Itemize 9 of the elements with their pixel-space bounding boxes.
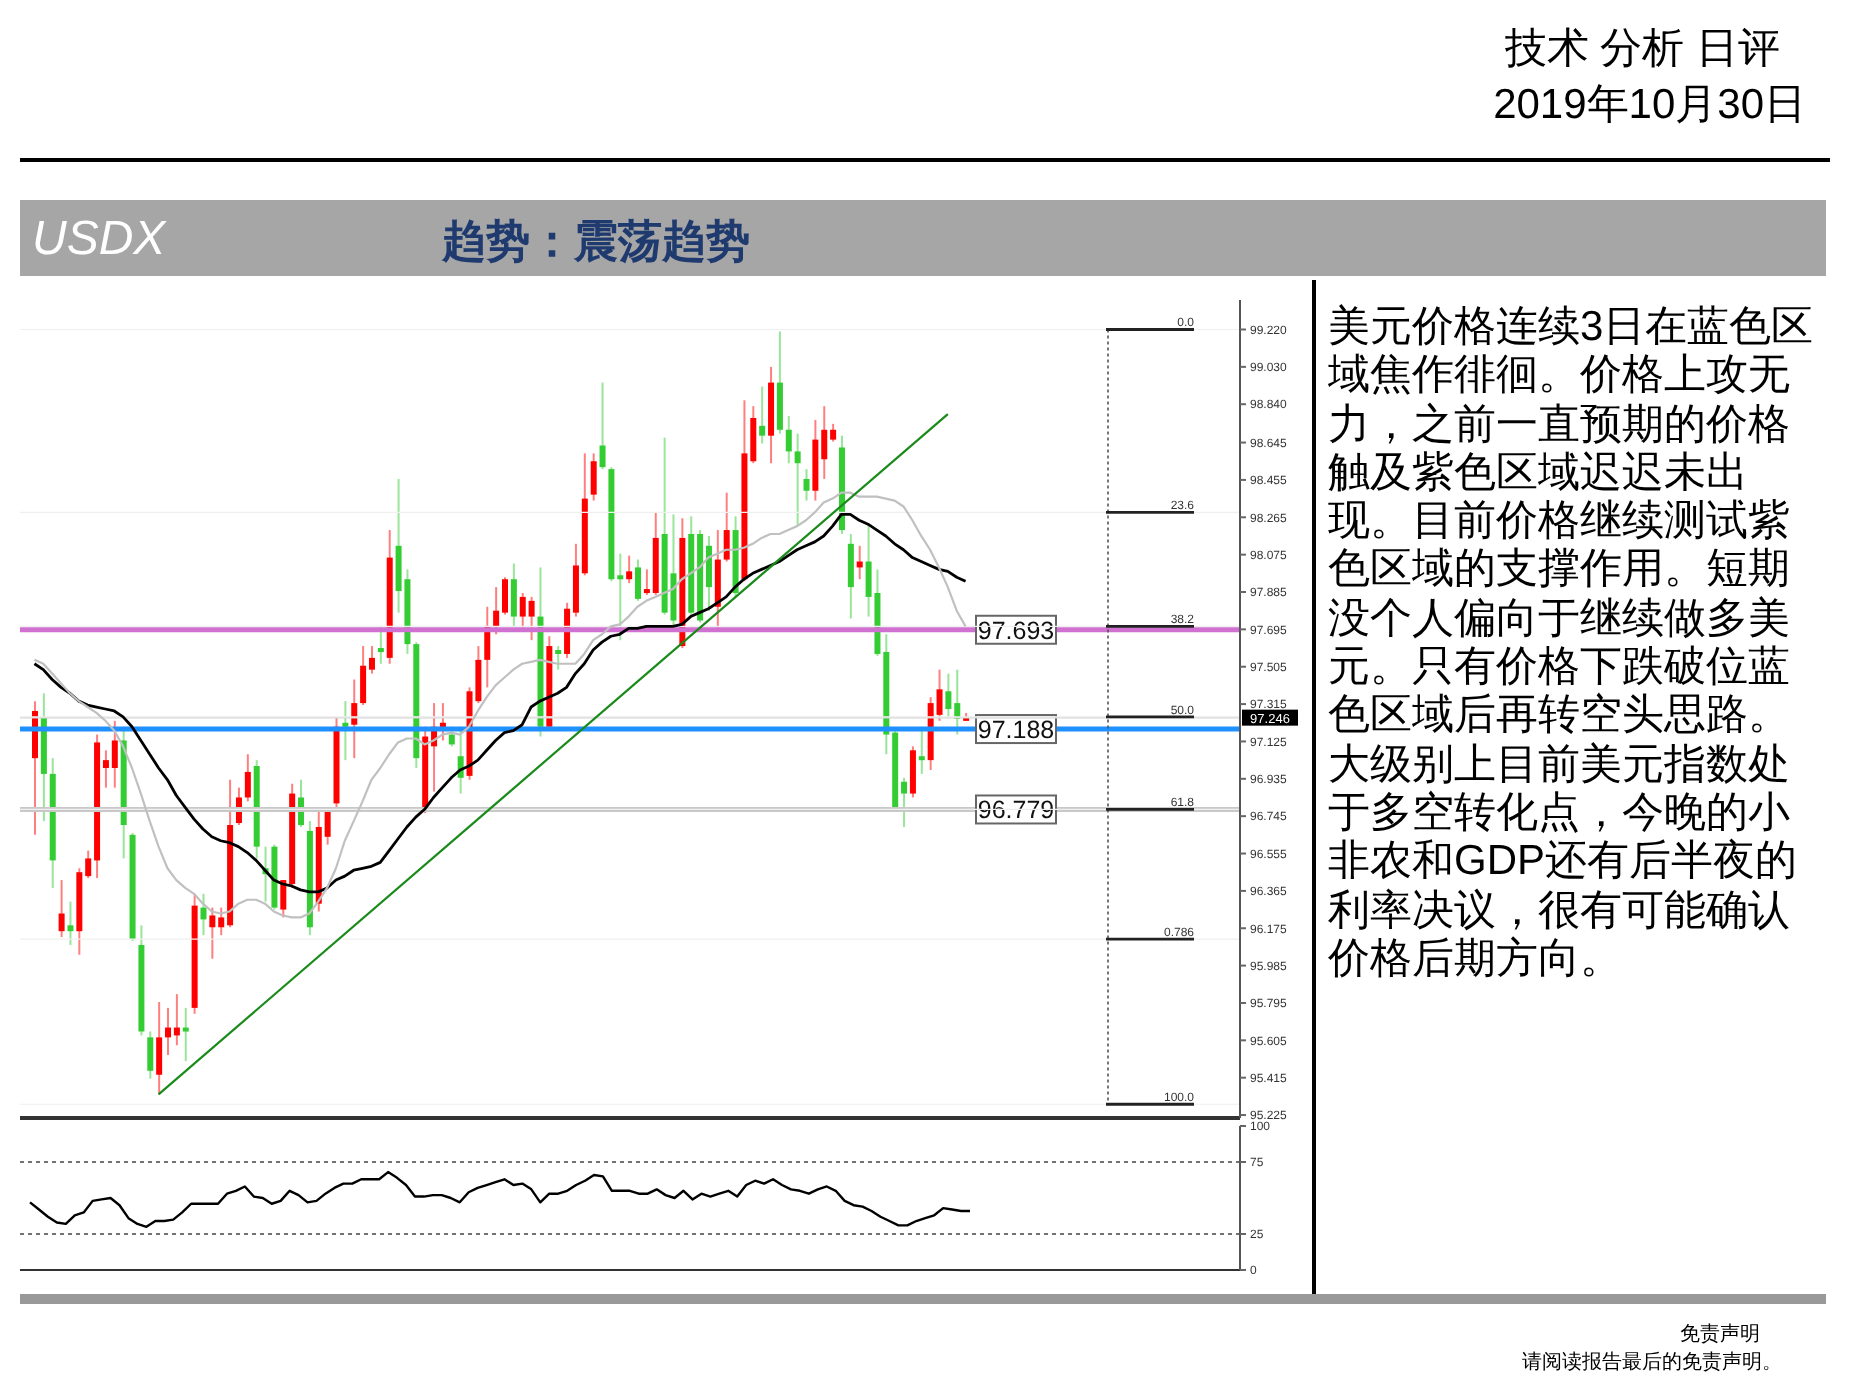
ref-line-label: 97.693 xyxy=(977,616,1055,645)
text: 技术 分析 日评 xyxy=(1504,24,1780,76)
chart-title: USDX xyxy=(32,212,166,268)
text: 免责声明 xyxy=(1680,1321,1760,1348)
text: 2019年10月30日 xyxy=(1493,80,1806,132)
ref-line-label: 97.188 xyxy=(977,716,1055,745)
text: 请阅读报告最后的免责声明。 xyxy=(1522,1349,1782,1376)
text: 美元价格连续3日在蓝色区域焦作徘徊。价格上攻无力，之前一直预期的价格触及紫色区域迟迟未出现。目前价格继续测试紫色区域的支撑作用。短期没个人偏向于继续做多美元。只有价格下跌破位蓝色区域后再转空头思路。大级别上目前美元指数处于多空转化点，今晚的小非农和GDP还有后半夜的利率决议，很有可能确认价格后期方向。 xyxy=(1328,304,1814,982)
chart-subtitle: 趋势：震荡趋势 xyxy=(442,214,750,270)
